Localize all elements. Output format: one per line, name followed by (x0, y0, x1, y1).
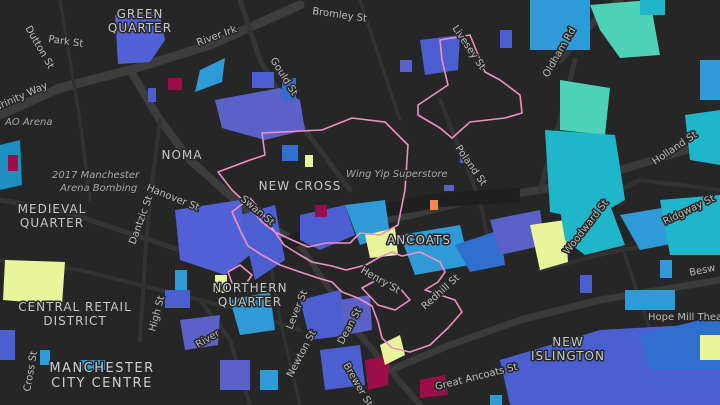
area-label-noma: NOMA (162, 148, 203, 162)
area-label-manchester-2: CITY CENTRE (51, 376, 153, 391)
boundary-outlines (217, 34, 523, 353)
street-label-dutton: Dutton St (22, 24, 55, 71)
street-label-park: Park St (48, 34, 84, 50)
area-label-green-quarter-1: GREEN (117, 7, 164, 21)
area-label-new-islington-1: NEW (552, 335, 583, 349)
area-label-medieval-quarter-1: MEDIEVAL (18, 202, 87, 216)
area-label-manchester-1: MANCHESTER (49, 361, 154, 376)
street-label-cross: Cross St (22, 350, 40, 392)
poi-wing-yip: Wing Yip Superstore (346, 169, 448, 180)
area-label-northern-quarter-1: NORTHERN (212, 281, 287, 295)
street-label-hope-mill: Hope Mill Theatre (648, 312, 720, 323)
street-label-newton: Newton St (285, 329, 319, 380)
area-label-ancoats: ANCOATS (387, 233, 451, 247)
poi-bombing-line2: Arena Bombing (59, 183, 137, 194)
poi-labels: AO Arena 2017 Manchester Arena Bombing W… (3, 116, 450, 196)
street-label-high: High St (147, 295, 167, 333)
area-label-new-islington-2: ISLINGTON (531, 349, 605, 363)
area-label-central-retail-1: CENTRAL RETAIL (18, 300, 132, 314)
area-label-new-cross: NEW CROSS (259, 179, 342, 193)
poi-ao-arena: AO Arena (4, 117, 52, 128)
area-labels: GREEN QUARTER NOMA NEW CROSS MEDIEVAL QU… (16, 6, 605, 393)
poi-bombing-line1: 2017 Manchester (52, 170, 140, 181)
street-label-beswick: Besw (688, 263, 716, 279)
area-label-green-quarter-2: QUARTER (108, 21, 172, 35)
area-label-medieval-quarter-2: QUARTER (20, 216, 84, 230)
area-label-central-retail-2: DISTRICT (43, 314, 106, 328)
street-label-bromley: Bromley St (312, 6, 368, 25)
area-label-northern-quarter-2: QUARTER (218, 295, 282, 309)
